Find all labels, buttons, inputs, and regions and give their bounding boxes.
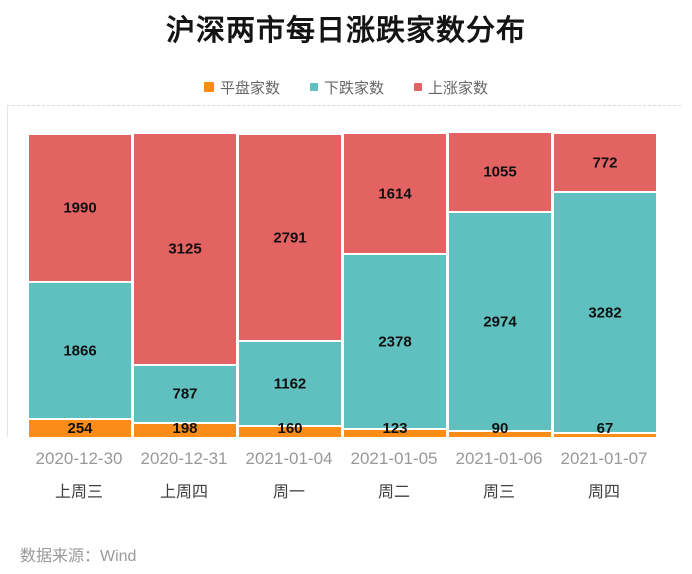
segment-平盘家数-2021-01-06[interactable]: 90 — [449, 420, 551, 437]
date-tick-label: 2020-12-30 — [35, 449, 123, 468]
legend-label: 平盘家数 — [219, 79, 280, 97]
value-label: 3282 — [588, 303, 622, 321]
stacked-bar-2021-01-06: 1055 2974 90 — [449, 133, 551, 437]
legend-item-2[interactable]: 上涨家数 — [414, 77, 488, 98]
segment-平盘家数-2020-12-31[interactable]: 198 — [134, 419, 236, 437]
weekday-tick-label: 周三 — [482, 484, 515, 501]
legend-label: 下跌家数 — [323, 79, 384, 97]
stacked-bar-2020-12-30: 1990 1866 254 — [29, 135, 131, 437]
segment-上涨家数-2020-12-30[interactable]: 1990 — [29, 135, 131, 281]
value-label: 772 — [592, 153, 618, 171]
value-label: 787 — [172, 385, 198, 403]
value-label: 2791 — [273, 228, 307, 246]
value-label: 254 — [67, 419, 93, 437]
weekday-tick-label: 周二 — [377, 484, 410, 501]
segment-平盘家数-2021-01-05[interactable]: 123 — [344, 420, 446, 437]
plot-area: 1990 1866 254 3125 787 198 2791 1162 160 1614 2378… — [7, 105, 681, 437]
date-tick-label: 2021-01-06 — [455, 449, 543, 468]
weekday-tick-label: 周一 — [272, 484, 305, 501]
legend: 平盘家数 下跌家数 上涨家数 — [0, 77, 692, 98]
legend-label: 上涨家数 — [428, 79, 489, 97]
value-label: 1866 — [63, 341, 97, 359]
legend-swatch-icon — [203, 82, 214, 92]
value-label: 1990 — [63, 199, 97, 217]
legend-item-0[interactable]: 平盘家数 — [203, 77, 280, 98]
value-label: 90 — [491, 419, 509, 437]
legend-swatch-icon — [309, 83, 318, 91]
value-label: 3125 — [168, 240, 202, 258]
segment-下跌家数-2021-01-07[interactable]: 3282 — [554, 191, 656, 432]
value-label: 1162 — [273, 374, 307, 392]
segment-上涨家数-2021-01-06[interactable]: 1055 — [449, 133, 551, 211]
value-label: 1614 — [378, 184, 412, 202]
segment-下跌家数-2020-12-31[interactable]: 787 — [134, 364, 236, 422]
segment-上涨家数-2021-01-05[interactable]: 1614 — [344, 134, 446, 253]
date-tick-label: 2020-12-31 — [140, 449, 228, 468]
value-label: 160 — [277, 419, 303, 437]
chart-page: 沪深两市每日涨跌家数分布 平盘家数 下跌家数 上涨家数 1990 1866 254 312… — [0, 14, 692, 574]
segment-上涨家数-2020-12-31[interactable]: 3125 — [134, 134, 236, 364]
legend-item-1[interactable]: 下跌家数 — [309, 77, 384, 98]
weekday-tick-label: 周四 — [587, 484, 620, 501]
x-axis-date-labels: 2020-12-30 2020-12-31 2021-01-04 2021-01-05… — [28, 449, 692, 469]
stacked-bar-2021-01-05: 1614 2378 123 — [344, 134, 446, 437]
segment-上涨家数-2021-01-07[interactable]: 772 — [554, 134, 656, 191]
value-label: 67 — [596, 419, 614, 437]
value-label: 2974 — [483, 312, 517, 330]
date-tick-label: 2021-01-05 — [350, 449, 438, 468]
data-source-note: 数据来源：Wind — [20, 548, 137, 565]
stacked-bar-2021-01-04: 2791 1162 160 — [239, 135, 341, 437]
date-tick-label: 2021-01-07 — [560, 449, 648, 468]
value-label: 198 — [172, 419, 198, 437]
chart-title: 沪深两市每日涨跌家数分布 — [165, 15, 526, 47]
value-label: 1055 — [483, 163, 517, 181]
segment-下跌家数-2020-12-30[interactable]: 1866 — [29, 281, 131, 418]
weekday-tick-label: 上周四 — [159, 484, 208, 501]
segment-下跌家数-2021-01-04[interactable]: 1162 — [239, 340, 341, 425]
stacked-bar-2021-01-07: 772 3282 67 — [554, 134, 656, 437]
segment-平盘家数-2021-01-04[interactable]: 160 — [239, 420, 341, 437]
stacked-bar-2020-12-31: 3125 787 198 — [134, 134, 236, 437]
segment-上涨家数-2021-01-04[interactable]: 2791 — [239, 135, 341, 340]
legend-swatch-icon — [414, 83, 422, 91]
x-axis-weekday-labels: 上周三 上周四 周一 周二 周三 周四 — [28, 478, 692, 502]
value-label: 2378 — [378, 332, 412, 350]
segment-下跌家数-2021-01-05[interactable]: 2378 — [344, 253, 446, 428]
segment-平盘家数-2021-01-07[interactable]: 67 — [554, 420, 656, 437]
value-label: 123 — [382, 419, 408, 437]
date-tick-label: 2021-01-04 — [245, 449, 333, 468]
weekday-tick-label: 上周三 — [54, 484, 103, 501]
segment-下跌家数-2021-01-06[interactable]: 2974 — [449, 211, 551, 430]
segment-平盘家数-2020-12-30[interactable]: 254 — [29, 418, 131, 437]
